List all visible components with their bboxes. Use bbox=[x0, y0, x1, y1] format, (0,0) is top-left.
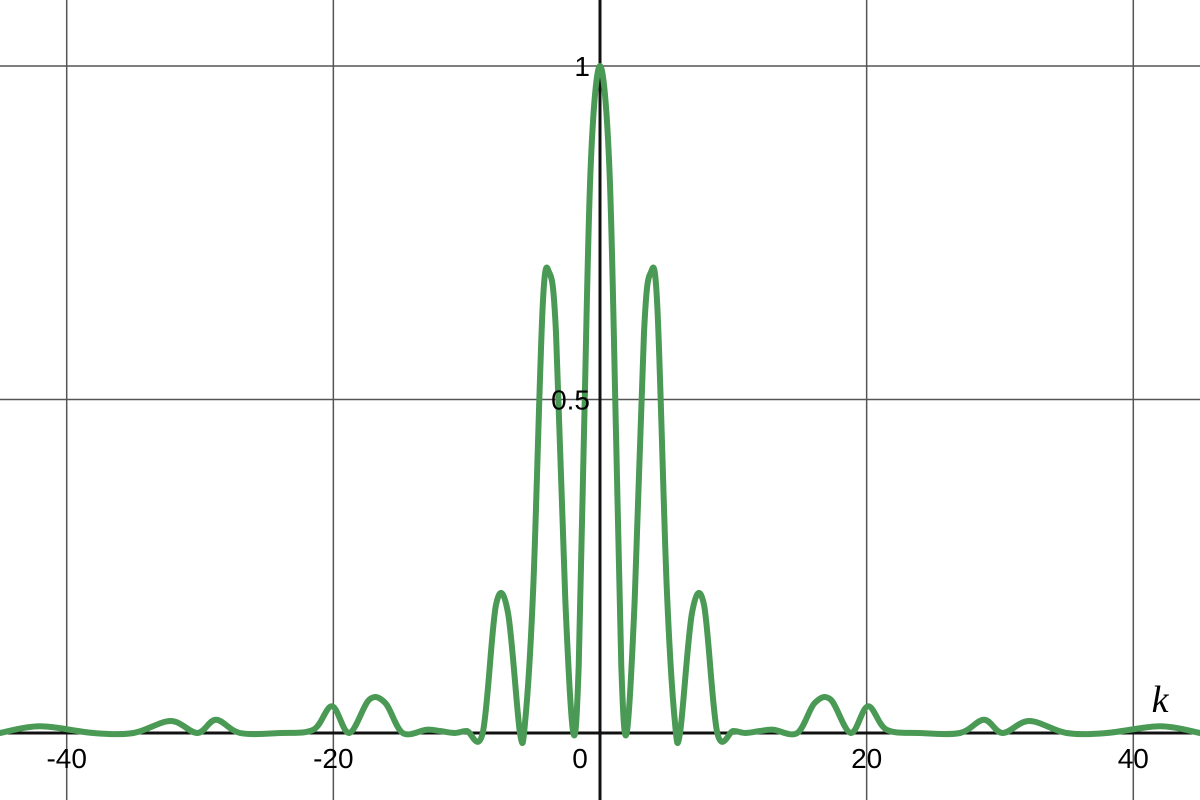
y-tick-label: 1 bbox=[574, 51, 590, 82]
x-tick-label: 20 bbox=[851, 743, 882, 774]
x-axis-title: k bbox=[1152, 679, 1170, 721]
series-group bbox=[0, 63, 1200, 747]
series-line bbox=[0, 63, 1200, 747]
tick-labels: -40 -20 0 20 40 0.5 1 bbox=[46, 51, 1148, 774]
x-tick-label: 40 bbox=[1118, 743, 1149, 774]
x-tick-label: 0 bbox=[572, 743, 588, 774]
x-tick-label: -20 bbox=[313, 743, 353, 774]
x-tick-label: -40 bbox=[46, 743, 86, 774]
y-tick-label: 0.5 bbox=[551, 385, 590, 416]
